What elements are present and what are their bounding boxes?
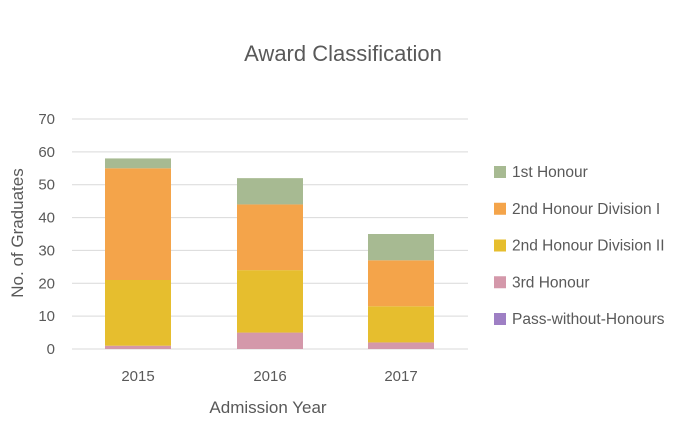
legend-item: 3rd Honour xyxy=(494,274,590,291)
legend-item: 2nd Honour Division I xyxy=(494,201,660,218)
legend-swatch xyxy=(494,202,506,215)
bar-segment xyxy=(105,280,171,346)
bar-segment xyxy=(237,332,303,349)
y-tick-label: 40 xyxy=(38,210,55,227)
legend-swatch xyxy=(494,166,506,178)
x-tick-label: 2017 xyxy=(384,368,417,385)
y-tick-label: 10 xyxy=(38,308,55,325)
y-tick-label: 30 xyxy=(38,242,55,259)
legend-item: 2nd Honour Division II xyxy=(494,238,665,255)
bar-segment xyxy=(105,168,171,280)
bars xyxy=(105,158,434,349)
y-tick-label: 20 xyxy=(38,275,55,292)
y-tick-label: 50 xyxy=(38,177,55,194)
bar-segment xyxy=(105,345,171,349)
legend-swatch xyxy=(494,276,506,289)
legend-label: 2nd Honour Division II xyxy=(512,238,665,255)
y-tick-label: 70 xyxy=(38,111,55,128)
chart-title: Award Classification xyxy=(244,41,442,66)
legend-item: Pass-without-Honours xyxy=(494,311,665,328)
legend-label: 2nd Honour Division I xyxy=(512,201,660,218)
legend-label: 1st Honour xyxy=(512,164,588,181)
y-tick-label: 0 xyxy=(47,341,55,358)
y-axis-ticks: 0 10 20 30 40 50 60 70 xyxy=(38,111,55,358)
x-tick-label: 2015 xyxy=(121,368,154,385)
x-axis-ticks: 2015 2016 2017 xyxy=(121,368,417,385)
bar-segment xyxy=(368,234,434,261)
bar-segment xyxy=(105,158,171,169)
bar-segment xyxy=(368,342,434,349)
legend-item: 1st Honour xyxy=(494,164,588,181)
legend-swatch xyxy=(494,239,506,252)
x-tick-label: 2016 xyxy=(253,368,286,385)
bar-segment xyxy=(368,306,434,343)
legend: 1st Honour 2nd Honour Division I 2nd Honou… xyxy=(494,164,665,328)
bar-segment xyxy=(368,260,434,307)
x-axis-title: Admission Year xyxy=(209,398,327,417)
legend-label: 3rd Honour xyxy=(512,274,590,291)
legend-swatch xyxy=(494,313,506,325)
y-tick-label: 60 xyxy=(38,144,55,161)
bar-segment xyxy=(237,204,303,271)
bar-segment xyxy=(237,270,303,333)
bar-segment xyxy=(237,178,303,205)
y-axis-title: No. of Graduates xyxy=(8,168,27,297)
legend-label: Pass-without-Honours xyxy=(512,311,665,328)
